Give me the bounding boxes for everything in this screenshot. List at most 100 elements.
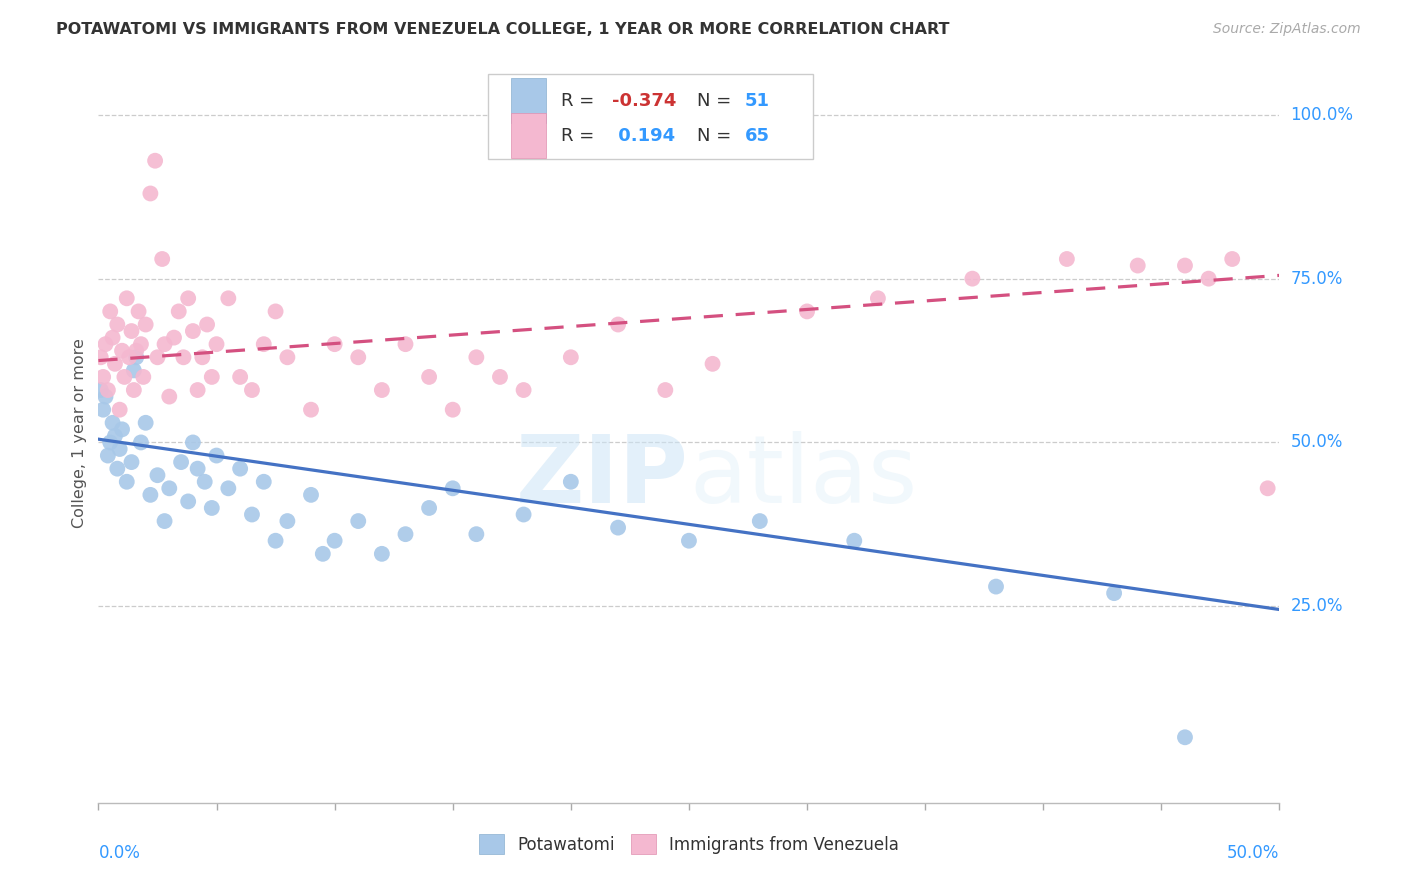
Point xyxy=(135,318,157,332)
Point xyxy=(143,153,166,168)
Point xyxy=(205,337,228,351)
Point xyxy=(1220,252,1243,266)
Text: 75.0%: 75.0% xyxy=(1291,269,1343,287)
Point xyxy=(205,449,228,463)
Point xyxy=(118,351,141,365)
Point xyxy=(312,547,335,561)
Text: 51: 51 xyxy=(744,92,769,110)
Point xyxy=(157,481,180,495)
Point xyxy=(128,304,150,318)
Text: 50.0%: 50.0% xyxy=(1227,845,1279,863)
Point xyxy=(125,351,148,365)
Legend: Potawatomi, Immigrants from Venezuela: Potawatomi, Immigrants from Venezuela xyxy=(472,828,905,861)
Point xyxy=(139,488,162,502)
Point xyxy=(866,291,889,305)
Point xyxy=(121,324,143,338)
Point xyxy=(253,475,276,489)
Text: 100.0%: 100.0% xyxy=(1291,106,1354,124)
Point xyxy=(276,351,298,365)
Point xyxy=(104,429,127,443)
Point xyxy=(187,461,209,475)
Text: N =: N = xyxy=(697,92,737,110)
Text: Source: ZipAtlas.com: Source: ZipAtlas.com xyxy=(1213,22,1361,37)
Point xyxy=(240,508,263,522)
Point xyxy=(441,481,464,495)
Point xyxy=(1174,731,1197,745)
Point xyxy=(962,271,984,285)
Point xyxy=(132,370,155,384)
Point xyxy=(844,533,866,548)
Point xyxy=(607,318,630,332)
Point xyxy=(702,357,724,371)
Point xyxy=(441,402,464,417)
Text: -0.374: -0.374 xyxy=(612,92,676,110)
Point xyxy=(181,324,204,338)
Text: R =: R = xyxy=(561,92,600,110)
Point xyxy=(229,370,252,384)
Point xyxy=(146,468,169,483)
Point xyxy=(217,481,239,495)
Point xyxy=(201,370,224,384)
Point xyxy=(264,304,287,318)
Point xyxy=(187,383,209,397)
Point xyxy=(135,416,157,430)
Point xyxy=(1056,252,1078,266)
Point xyxy=(217,291,239,305)
Point xyxy=(299,402,322,417)
Point xyxy=(195,318,218,332)
Point xyxy=(163,330,186,344)
Point xyxy=(748,514,770,528)
Point xyxy=(418,500,440,515)
Text: atlas: atlas xyxy=(689,431,917,523)
FancyBboxPatch shape xyxy=(510,78,546,123)
Point xyxy=(94,337,117,351)
Point xyxy=(371,547,394,561)
Point xyxy=(323,533,346,548)
Point xyxy=(984,580,1007,594)
Point xyxy=(1102,586,1125,600)
Point xyxy=(347,514,370,528)
Point xyxy=(418,370,440,384)
Point xyxy=(90,351,112,365)
Text: 65: 65 xyxy=(744,127,769,145)
FancyBboxPatch shape xyxy=(488,73,813,159)
Point xyxy=(101,330,124,344)
Point xyxy=(172,351,194,365)
Point xyxy=(97,383,120,397)
Point xyxy=(177,494,200,508)
Point xyxy=(94,390,117,404)
Text: N =: N = xyxy=(697,127,737,145)
Point xyxy=(115,475,138,489)
Point xyxy=(177,291,200,305)
Point xyxy=(90,383,112,397)
Point xyxy=(465,351,488,365)
Y-axis label: College, 1 year or more: College, 1 year or more xyxy=(72,338,87,527)
Point xyxy=(129,337,152,351)
Point xyxy=(465,527,488,541)
Point xyxy=(194,475,217,489)
Point xyxy=(146,351,169,365)
Point xyxy=(512,383,534,397)
Point xyxy=(240,383,263,397)
Point xyxy=(560,475,582,489)
Point xyxy=(170,455,193,469)
Point xyxy=(229,461,252,475)
Point xyxy=(181,435,204,450)
Text: 0.194: 0.194 xyxy=(612,127,675,145)
Text: R =: R = xyxy=(561,127,600,145)
Point xyxy=(139,186,162,201)
Point xyxy=(1257,481,1279,495)
Point xyxy=(112,370,135,384)
Point xyxy=(1174,259,1197,273)
Point xyxy=(111,343,134,358)
FancyBboxPatch shape xyxy=(510,113,546,158)
Point xyxy=(167,304,190,318)
Point xyxy=(125,343,148,358)
Text: 0.0%: 0.0% xyxy=(98,845,141,863)
Point xyxy=(121,455,143,469)
Point xyxy=(607,521,630,535)
Point xyxy=(276,514,298,528)
Point xyxy=(150,252,173,266)
Point xyxy=(105,318,128,332)
Point xyxy=(115,291,138,305)
